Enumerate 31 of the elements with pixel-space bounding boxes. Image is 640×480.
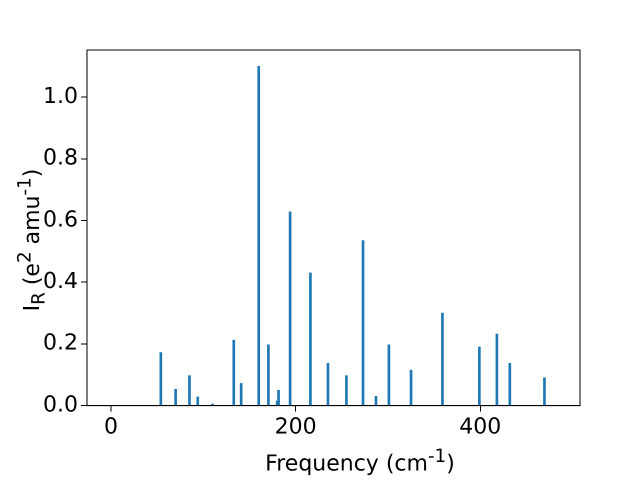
bar — [326, 363, 330, 406]
bar — [196, 396, 200, 406]
bar — [508, 363, 512, 406]
bar — [267, 344, 270, 406]
bar — [478, 346, 481, 406]
bar — [345, 375, 348, 406]
x-tick-label: 400 — [459, 414, 502, 440]
y-tick-label: 0.0 — [42, 392, 78, 418]
bar — [362, 240, 364, 406]
bar — [188, 375, 191, 406]
bar — [257, 66, 260, 406]
bar — [288, 212, 292, 406]
bar — [277, 390, 280, 406]
bar — [496, 334, 498, 406]
bar — [374, 396, 378, 406]
bar — [543, 378, 546, 406]
y-tick-label: 0.2 — [42, 330, 78, 356]
y-tick-label: 1.0 — [42, 84, 78, 109]
y-tick-label: 0.6 — [42, 207, 78, 232]
bar — [174, 388, 177, 406]
bar — [441, 312, 444, 406]
bar — [160, 352, 162, 406]
bar — [309, 272, 312, 406]
bar — [240, 383, 242, 406]
bar — [232, 340, 236, 406]
bar — [388, 344, 390, 406]
bar — [410, 370, 412, 406]
y-tick-label: 0.8 — [42, 146, 78, 171]
x-tick-label: 0 — [104, 414, 118, 440]
x-tick-label: 200 — [274, 414, 317, 440]
x-axis-title: Frequency (cm$^{-1}$) — [264, 446, 456, 476]
